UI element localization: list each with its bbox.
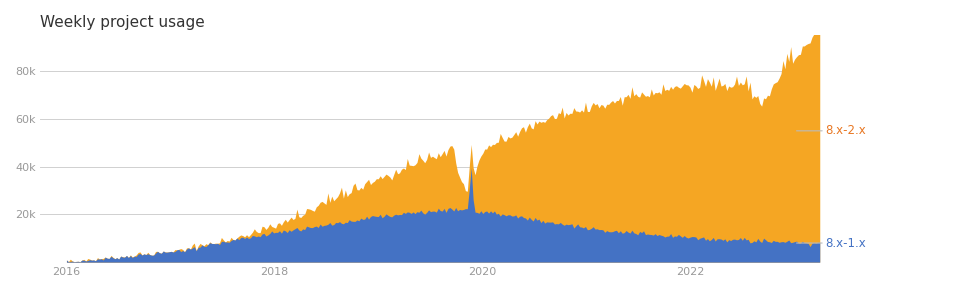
- Text: 8.x-1.x: 8.x-1.x: [825, 237, 866, 250]
- Text: 8.x-2.x: 8.x-2.x: [825, 124, 866, 137]
- Text: Weekly project usage: Weekly project usage: [40, 15, 205, 30]
